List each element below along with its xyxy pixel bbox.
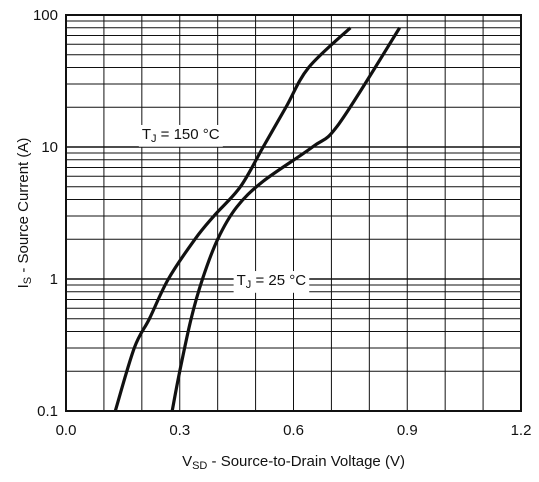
annotation-main: T <box>142 126 151 143</box>
x-tick-label: 1.2 <box>511 422 532 439</box>
annotation-main: T <box>237 272 246 289</box>
grid <box>66 15 521 411</box>
x-axis-label-main: V <box>182 453 192 470</box>
annotation-rest: = 25 °C <box>251 272 306 289</box>
annotation-background <box>138 124 223 147</box>
y-tick-label: 0.1 <box>37 403 58 420</box>
annotation-label: TJ = 150 °C <box>142 126 220 145</box>
tick-labels: 0.0 0.3 0.6 0.9 1.2 0.1 1 10 100 <box>33 7 531 439</box>
annotation-rest: = 150 °C <box>157 126 220 143</box>
x-axis-label-rest: - Source-to-Drain Voltage (V) <box>207 453 405 470</box>
annotation-background <box>233 271 310 293</box>
x-axis-label-subscript: SD <box>192 460 207 472</box>
curve-annotation: TJ = 150 °C <box>138 124 223 147</box>
annotation-label: TJ = 25 °C <box>237 272 307 291</box>
annotation-subscript: J <box>151 133 157 145</box>
y-tick-label: 100 <box>33 7 58 24</box>
series-line-1 <box>113 26 352 412</box>
annotations: TJ = 150 °CTJ = 25 °C <box>138 124 310 293</box>
x-tick-label: 0.6 <box>283 422 304 439</box>
annotation-subscript: J <box>246 279 252 291</box>
x-axis-label: VSD - Source-to-Drain Voltage (V) <box>182 453 405 472</box>
y-axis-label: IS - Source Current (A) <box>15 138 34 289</box>
y-axis-label-main: I <box>15 284 32 288</box>
series-line-2 <box>170 26 402 412</box>
x-tick-label: 0.0 <box>56 422 77 439</box>
y-axis-label-subscript: S <box>22 277 34 284</box>
y-tick-label: 1 <box>50 271 58 288</box>
plot-frame <box>65 14 522 412</box>
y-tick-label: 10 <box>41 139 58 156</box>
curve-annotation: TJ = 25 °C <box>233 271 310 293</box>
x-tick-label: 0.3 <box>169 422 190 439</box>
series-layer <box>113 26 402 412</box>
y-axis-label-rest: - Source Current (A) <box>15 138 32 277</box>
x-tick-label: 0.9 <box>397 422 418 439</box>
